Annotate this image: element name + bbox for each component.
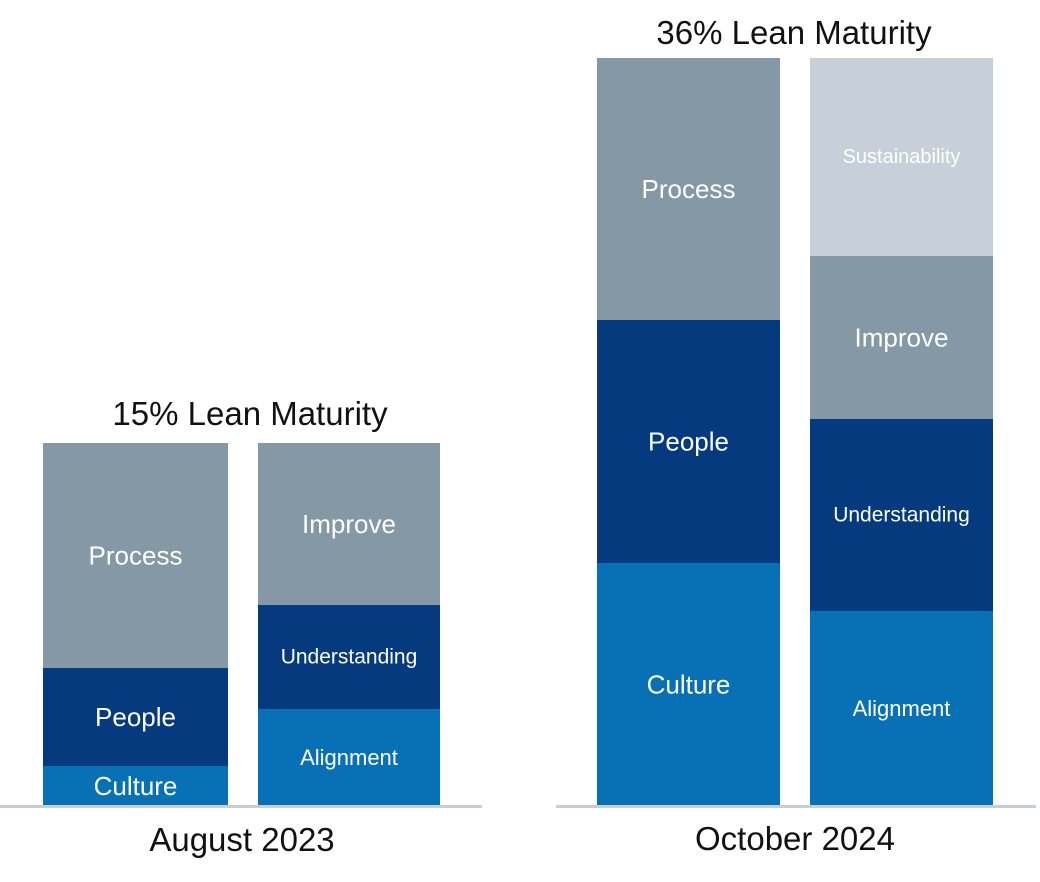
stacked-bar: Culture People Process bbox=[43, 443, 228, 806]
bar-segment-culture bbox=[597, 563, 780, 806]
group-october-2024: 36% Lean Maturity Culture People Process Al… bbox=[556, 14, 1036, 857]
segment-label: Sustainability bbox=[843, 146, 961, 168]
segment-label: Alignment bbox=[853, 696, 951, 721]
segment-label: People bbox=[95, 702, 176, 732]
group-title: 36% Lean Maturity bbox=[656, 14, 932, 51]
segment-label: Understanding bbox=[281, 646, 418, 669]
segment-label: Understanding bbox=[833, 504, 970, 527]
bar-segment-alignment bbox=[258, 709, 440, 806]
bar-segment-people bbox=[43, 668, 228, 766]
stacked-bar: Alignment Understanding Improve bbox=[258, 443, 440, 806]
bar-segment-sustainability bbox=[810, 58, 993, 256]
group-date-label: October 2024 bbox=[695, 820, 895, 857]
segment-label: Process bbox=[89, 541, 183, 571]
segment-label: Improve bbox=[302, 509, 396, 539]
segment-label: Alignment bbox=[300, 745, 398, 770]
bar-segment-improve bbox=[810, 256, 993, 419]
bar-segment-people bbox=[597, 320, 780, 563]
segment-label: People bbox=[648, 427, 729, 457]
segment-label: Culture bbox=[647, 670, 731, 700]
bar-segment-culture bbox=[43, 766, 228, 806]
segment-label: Culture bbox=[94, 771, 178, 801]
bars: Culture People Process Alignment Understandi… bbox=[597, 58, 993, 806]
segment-label: Process bbox=[642, 174, 736, 204]
bar-segment-understanding bbox=[258, 605, 440, 709]
stacked-bar: Culture People Process bbox=[597, 58, 780, 806]
segment-label: Improve bbox=[855, 323, 949, 353]
group-title: 15% Lean Maturity bbox=[112, 395, 388, 432]
bars: Culture People Process Alignment Understandi… bbox=[43, 443, 440, 806]
bar-segment-process bbox=[597, 58, 780, 320]
group-date-label: August 2023 bbox=[149, 821, 334, 858]
bar-segment-improve bbox=[258, 443, 440, 605]
bar-segment-understanding bbox=[810, 419, 993, 611]
bar-segment-alignment bbox=[810, 611, 993, 806]
stacked-bar: Alignment Understanding Improve Sustainabil… bbox=[810, 58, 993, 806]
bar-segment-process bbox=[43, 443, 228, 668]
group-august-2023: 15% Lean Maturity Culture People Process Al… bbox=[0, 395, 482, 858]
